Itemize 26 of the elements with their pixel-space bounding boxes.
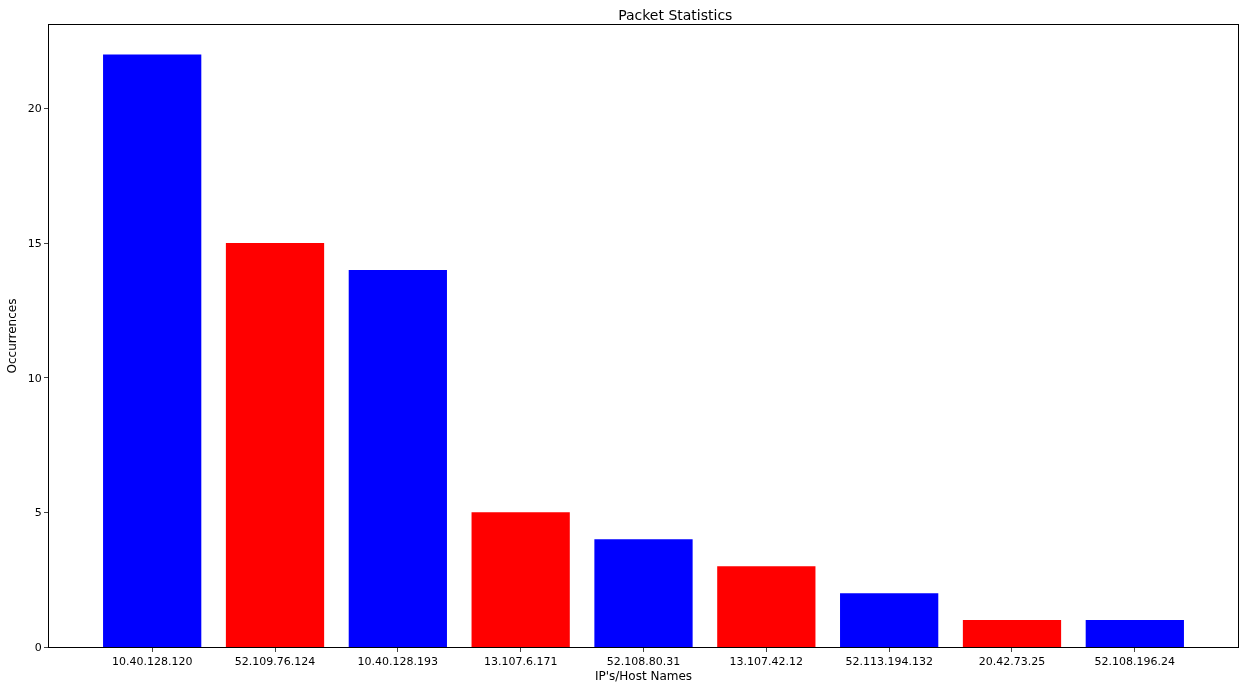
bar [471,512,570,647]
y-tick-label: 20 [27,102,42,116]
y-tick-label: 0 [34,640,42,654]
x-axis-title: IP's/Host Names [594,669,693,684]
bar [594,539,693,647]
x-tick-label: 52.108.80.31 [606,655,681,669]
x-tick-label: 52.108.196.24 [1094,655,1176,669]
chart-title: Packet Statistics [618,7,733,24]
x-tick-label: 10.40.128.120 [111,655,193,669]
bar [348,270,447,647]
y-axis-title: Occurrences [5,298,20,374]
bar [225,243,325,647]
x-tick-label: 20.42.73.25 [978,655,1046,669]
x-tick-label: 13.107.42.12 [729,655,804,669]
y-tick-label: 5 [34,506,42,520]
bar [717,566,816,647]
x-tick-label: 10.40.128.193 [357,655,439,669]
x-tick-label: 13.107.6.171 [483,655,558,669]
y-tick-label: 10 [27,371,42,385]
bar [962,620,1062,647]
bar [1085,620,1184,647]
bar [840,593,939,647]
x-tick-label: 52.113.194.132 [845,655,933,669]
y-tick-label: 15 [27,236,42,250]
bar [103,54,202,647]
x-tick-label: 52.109.76.124 [234,655,316,669]
